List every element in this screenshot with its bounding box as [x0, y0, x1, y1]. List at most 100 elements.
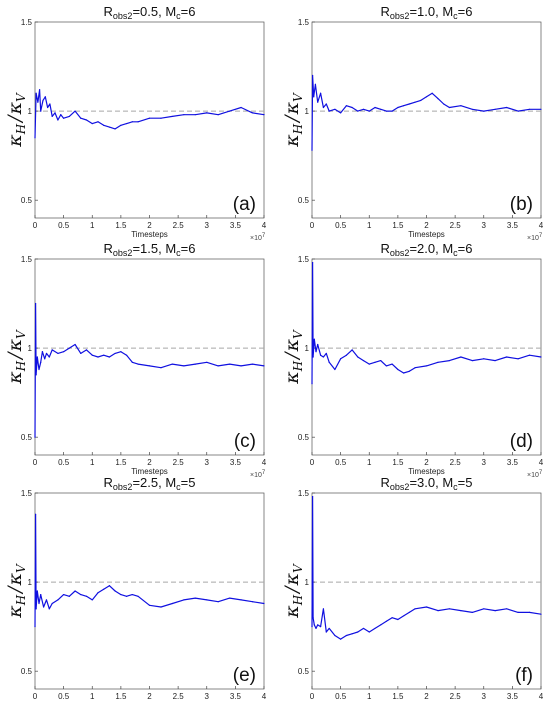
data-point — [57, 352, 59, 355]
data-point — [334, 634, 336, 637]
x-tick-label: 1.5 — [115, 458, 127, 467]
data-point — [263, 602, 265, 605]
data-point — [68, 115, 70, 118]
y-tick-label: 1.5 — [21, 489, 33, 498]
data-point — [206, 361, 208, 363]
data-point — [313, 96, 315, 98]
x-tick-label: 2.5 — [173, 692, 185, 701]
x-tick-label: 1 — [90, 221, 95, 230]
data-point — [328, 110, 330, 112]
data-point — [206, 599, 208, 601]
y-tick-label: 0.5 — [298, 196, 310, 205]
data-point — [345, 354, 347, 356]
data-point — [148, 365, 151, 367]
data-point — [374, 361, 376, 363]
x-tick-label: 0.5 — [335, 221, 347, 230]
data-point — [506, 356, 508, 358]
data-point — [374, 627, 376, 630]
data-point — [91, 122, 93, 125]
x-axis-multiplier: ×107 — [250, 470, 266, 479]
data-point — [397, 368, 399, 371]
data-point — [403, 615, 405, 617]
data-point — [385, 620, 388, 622]
x-tick-label: 1 — [367, 458, 372, 467]
x-tick-label: 0 — [310, 692, 315, 701]
data-point — [251, 363, 254, 365]
data-point — [483, 608, 485, 610]
data-point — [160, 606, 162, 608]
data-point — [414, 367, 416, 369]
x-tick-label: 2 — [424, 221, 429, 230]
data-point — [40, 593, 42, 596]
y-axis-label: κH/κV — [281, 92, 305, 148]
data-point — [334, 108, 336, 110]
x-tick-label: 3 — [205, 221, 210, 230]
data-point — [317, 343, 319, 346]
data-point — [471, 108, 473, 110]
data-point — [74, 110, 76, 112]
x-tick-label: 2.5 — [173, 221, 185, 230]
data-point — [97, 121, 99, 123]
x-tick-label: 0 — [33, 458, 38, 467]
data-point — [362, 627, 365, 630]
data-point — [311, 626, 313, 628]
data-point — [425, 96, 428, 98]
data-point — [148, 604, 151, 606]
data-point — [362, 359, 365, 362]
data-point — [240, 365, 242, 367]
data-point — [506, 608, 508, 610]
x-tick-label: 3 — [482, 692, 487, 701]
series-line — [311, 74, 541, 151]
data-point — [103, 588, 105, 590]
x-tick-label: 3.5 — [507, 458, 519, 467]
panel-title: Robs2=0.5, Mc=6 — [104, 4, 196, 21]
data-point — [51, 602, 53, 605]
x-tick-label: 1.5 — [392, 458, 404, 467]
data-point — [494, 108, 496, 110]
data-point — [36, 356, 38, 358]
data-point — [51, 115, 53, 118]
data-point — [68, 347, 70, 349]
data-point — [494, 610, 496, 612]
data-point — [45, 599, 48, 601]
panel-title: Robs2=1.5, Mc=6 — [104, 241, 196, 258]
data-point — [374, 106, 376, 109]
x-tick-label: 1.5 — [392, 692, 404, 701]
data-point — [57, 599, 59, 601]
x-tick-label: 1 — [367, 221, 372, 230]
data-point — [311, 261, 314, 264]
data-point — [131, 361, 133, 363]
x-tick-label: 3 — [205, 458, 210, 467]
x-tick-label: 0.5 — [58, 692, 70, 701]
x-axis-multiplier: ×107 — [527, 233, 543, 242]
data-point — [183, 365, 185, 367]
data-point — [108, 356, 111, 358]
data-point — [317, 624, 319, 626]
y-tick-label: 1 — [28, 578, 33, 587]
data-point — [414, 101, 416, 103]
x-tick-label: 0 — [33, 692, 38, 701]
data-point — [126, 354, 128, 356]
data-point — [68, 595, 70, 597]
y-tick-label: 0.5 — [298, 667, 310, 676]
data-point — [217, 365, 219, 367]
x-tick-label: 1.5 — [115, 692, 127, 701]
data-point — [319, 92, 322, 94]
data-point — [437, 361, 439, 363]
panel-title: Robs2=1.0, Mc=6 — [381, 4, 473, 21]
data-point — [51, 349, 53, 351]
data-point — [460, 610, 462, 612]
data-point — [114, 352, 116, 355]
data-point — [540, 108, 542, 110]
data-point — [311, 74, 314, 77]
data-point — [322, 106, 325, 109]
data-point — [312, 356, 314, 358]
data-point — [120, 124, 122, 126]
data-point — [368, 110, 370, 112]
x-tick-label: 3.5 — [507, 692, 519, 701]
data-point — [408, 103, 410, 105]
data-point — [368, 631, 370, 633]
data-point — [319, 626, 322, 628]
data-point — [380, 359, 382, 362]
chart-panel-e: 00.511.522.533.540.511.5Timesteps×107Rob… — [4, 475, 267, 701]
